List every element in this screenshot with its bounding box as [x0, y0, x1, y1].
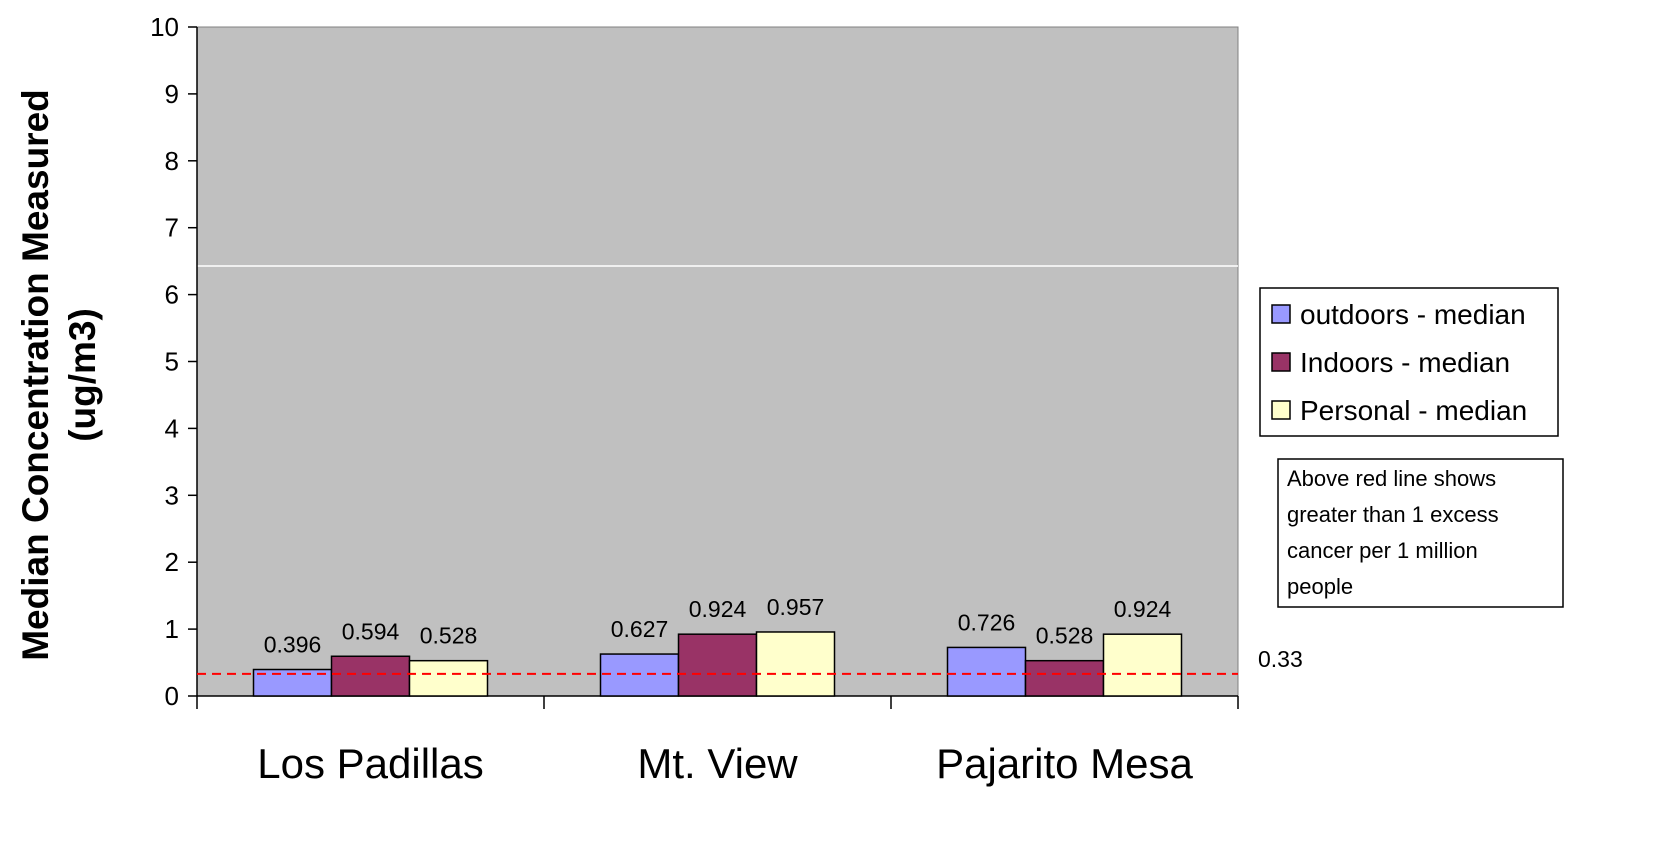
legend-swatch [1271, 400, 1291, 420]
bar [1102, 633, 1183, 697]
bar [946, 646, 1027, 697]
bar [599, 653, 680, 697]
y-tick-label: 9 [165, 79, 179, 109]
y-axis-title-line-1: Median Concentration Measured [15, 89, 56, 661]
x-tick-label: Los Padillas [257, 740, 483, 787]
x-axis: Los Padillas Mt. View Pajarito Mesa [196, 695, 1239, 787]
data-label: 0.528 [420, 623, 478, 649]
y-tick-label: 6 [165, 280, 179, 310]
bar [330, 655, 411, 697]
legend-label: outdoors - median [1300, 299, 1526, 330]
data-label: 0.396 [264, 632, 322, 658]
x-tick-label: Pajarito Mesa [936, 740, 1193, 787]
y-tick-label: 5 [165, 347, 179, 377]
bar [408, 659, 489, 697]
y-axis: 0 1 2 3 4 5 6 7 8 9 10 [150, 12, 198, 711]
annotation-frame [1277, 458, 1564, 608]
y-tick-label: 0 [165, 681, 179, 711]
legend-swatch [1271, 304, 1291, 324]
x-tick-label: Mt. View [637, 740, 798, 787]
data-label: 0.924 [689, 596, 747, 622]
data-label: 0.594 [342, 618, 400, 644]
annotation-line: Above red line shows [1287, 466, 1496, 491]
annotation-box: Above red line shows greater than 1 exces… [1277, 458, 1564, 608]
data-label: 0.924 [1114, 596, 1172, 622]
y-tick-label: 2 [165, 547, 179, 577]
annotation-line: people [1287, 574, 1353, 599]
data-label: 0.627 [611, 616, 669, 642]
data-label: 0.726 [958, 609, 1016, 635]
annotation-line: cancer per 1 million [1287, 538, 1478, 563]
reference-line-label: 0.33 [1258, 646, 1303, 672]
plot-area: 0 1 2 3 4 5 6 7 8 9 10 Los Padillas Mt. View Pajarito… [150, 12, 1303, 787]
bar [677, 633, 758, 697]
legend-label: Personal - median [1300, 395, 1527, 426]
y-axis-title: Median Concentration Measured (ug/m3) [15, 89, 103, 661]
bar [1024, 659, 1105, 697]
data-label: 0.957 [767, 594, 825, 620]
annotation-line: greater than 1 excess [1287, 502, 1499, 527]
y-tick-label: 4 [165, 413, 179, 443]
y-tick-label: 7 [165, 213, 179, 243]
plot-background [196, 26, 1239, 697]
y-tick-label: 1 [165, 614, 179, 644]
y-tick-label: 8 [165, 146, 179, 176]
legend-swatch [1271, 352, 1291, 372]
y-tick-label: 3 [165, 480, 179, 510]
legend: outdoors - median Indoors - median Persona… [1259, 287, 1559, 437]
legend-label: Indoors - median [1300, 347, 1510, 378]
y-tick-label: 10 [150, 12, 179, 42]
bar [755, 631, 836, 697]
data-label: 0.528 [1036, 623, 1094, 649]
y-axis-title-line-2: (ug/m3) [62, 308, 103, 442]
legend-box [1259, 287, 1559, 437]
data-labels: 0.396 0.594 0.528 0.627 0.924 0.957 0.726 0.528… [264, 594, 1172, 658]
